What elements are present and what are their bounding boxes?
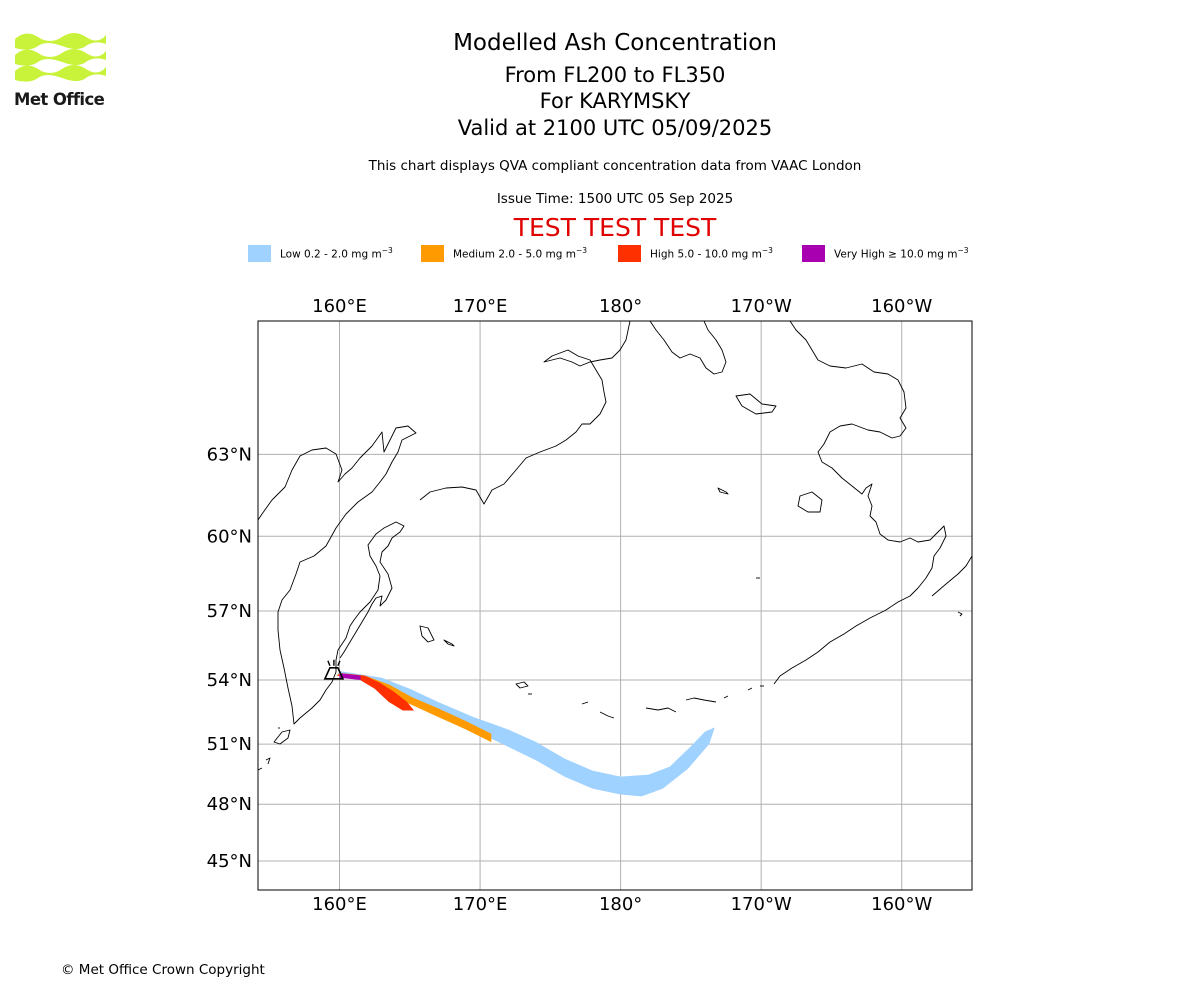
volcano-plume	[327, 659, 341, 667]
island-aleutian-5	[645, 707, 677, 713]
island-aleutian-3	[581, 701, 589, 705]
coastline-alaska-gulf	[931, 555, 972, 597]
met-office-logo: Met Office	[14, 30, 109, 112]
island-aleutian-8	[747, 687, 753, 691]
island-st-lawrence	[735, 393, 777, 415]
island-st-matthew	[717, 487, 729, 495]
island-aleutian-7	[723, 695, 729, 699]
island-kuril-4	[258, 767, 263, 771]
lon-label-top: 170°E	[453, 296, 508, 317]
legend-label-high: High 5.0 - 10.0 mg m−3	[650, 246, 773, 261]
lat-label: 54°N	[207, 670, 252, 691]
ash-layers	[336, 671, 715, 797]
island-aleutian-4	[599, 711, 615, 719]
lon-label-top: 160°E	[312, 296, 367, 317]
island-karaginsky	[419, 625, 435, 643]
lat-label: 60°N	[207, 526, 252, 547]
volcano-name: For KARYMSKY	[539, 89, 691, 113]
legend-label-medium: Medium 2.0 - 5.0 mg m−3	[453, 246, 588, 261]
island-nunivak	[797, 491, 823, 513]
lon-label-top: 170°W	[731, 296, 792, 317]
map-tick-labels: 160°E 160°E 170°E 170°E 180° 180° 170°W 170°W 16…	[207, 296, 933, 915]
chart-description: This chart displays QVA compliant concen…	[368, 158, 862, 174]
map-frame	[257, 320, 973, 891]
legend-swatch-high	[618, 245, 641, 262]
lon-label-bottom: 160°E	[312, 894, 367, 915]
coastlines	[258, 321, 972, 771]
map-grid	[258, 321, 972, 890]
legend-swatch-low	[248, 245, 271, 262]
island-kuril-1	[265, 757, 271, 765]
lon-label-bottom: 180°	[599, 894, 642, 915]
chart-title: Modelled Ash Concentration	[453, 30, 777, 56]
ash-area-very-high	[339, 673, 361, 680]
lat-label: 48°N	[207, 794, 252, 815]
lat-label: 45°N	[207, 851, 252, 872]
coastline-alaska	[773, 321, 947, 685]
island-kuril-2	[273, 729, 291, 745]
lat-label: 51°N	[207, 734, 252, 755]
lon-label-top: 180°	[599, 296, 642, 317]
wave-icon	[15, 33, 106, 82]
copyright: © Met Office Crown Copyright	[61, 962, 265, 978]
flight-levels: From FL200 to FL350	[504, 63, 726, 87]
lat-label: 57°N	[207, 601, 252, 622]
legend-label-very-high: Very High ≥ 10.0 mg m−3	[834, 246, 969, 261]
legend-swatch-very-high	[802, 245, 825, 262]
lon-label-bottom: 160°W	[871, 894, 932, 915]
lat-label: 63°N	[207, 444, 252, 465]
lon-label-bottom: 170°W	[731, 894, 792, 915]
test-banner: TEST TEST TEST	[513, 213, 717, 242]
island-aleutian-6	[685, 697, 717, 703]
volcano-icon	[323, 659, 345, 680]
coastline-alaska-peninsula	[957, 611, 963, 617]
island-commander	[443, 639, 455, 647]
lon-label-top: 160°W	[871, 296, 932, 317]
coastline-chukotka	[419, 321, 631, 505]
coastline-kamchatka	[258, 425, 417, 725]
logo-text: Met Office	[14, 90, 105, 109]
volcano-cone	[323, 666, 345, 680]
island-aleutian-1	[515, 681, 529, 689]
legend-swatch-medium	[421, 245, 444, 262]
ash-area-medium	[336, 673, 492, 743]
coastline-chukotka-east	[649, 321, 727, 375]
ash-area-low	[336, 671, 715, 797]
valid-time: Valid at 2100 UTC 05/09/2025	[457, 116, 773, 140]
legend-label-low: Low 0.2 - 2.0 mg m−3	[280, 246, 393, 261]
lon-label-bottom: 170°E	[453, 894, 508, 915]
issue-time: Issue Time: 1500 UTC 05 Sep 2025	[496, 191, 734, 207]
ash-area-high	[336, 673, 414, 711]
